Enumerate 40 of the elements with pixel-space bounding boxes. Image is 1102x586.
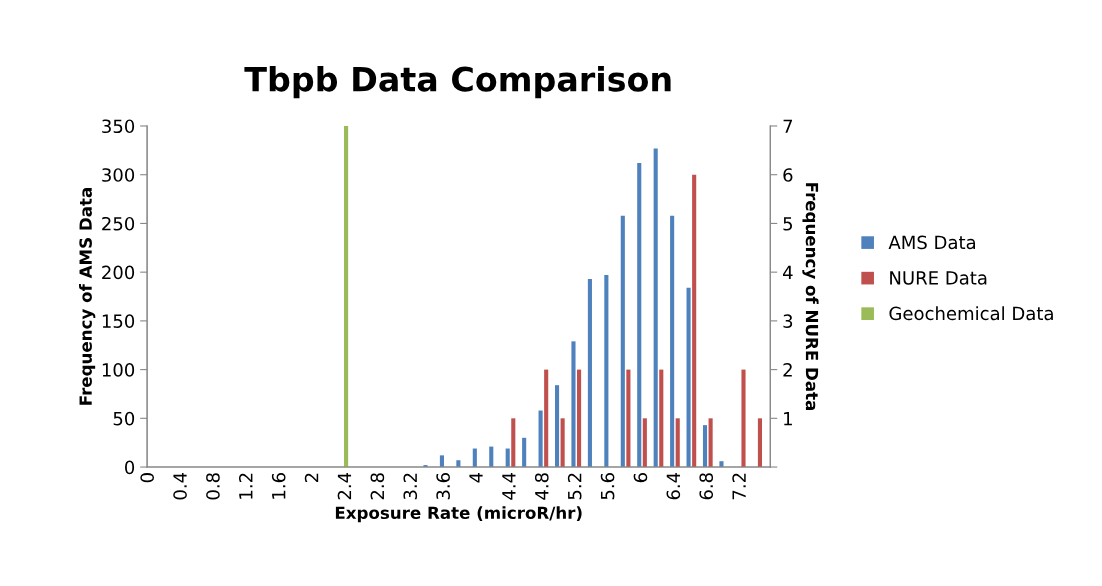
x-tick-label: 2.8 (370, 473, 385, 500)
y-tick-label: 150 (102, 314, 135, 328)
y2-tick-label: 7 (783, 119, 793, 133)
x-tick-label: 6.8 (699, 473, 714, 500)
y-tick-label: 350 (102, 119, 135, 134)
y-axis-title: Frequency of AMS Data (79, 188, 96, 405)
y-tick-label: 200 (102, 265, 135, 280)
x-tick-label: 4.8 (534, 473, 549, 500)
y-tick-label: 250 (102, 216, 135, 231)
chart-title: Tbpb Data Comparison (244, 65, 671, 99)
x-tick-label: 5.6 (600, 473, 615, 500)
x-tick-label: 0 (140, 473, 154, 483)
x-tick-label: 4.4 (502, 472, 516, 500)
x-tick-label: 2.4 (337, 472, 352, 500)
y2-tick-label: 6 (783, 168, 793, 182)
legend-label: AMS Data (888, 235, 976, 250)
x-tick-label: 1.6 (271, 473, 286, 499)
y-tick-label: 100 (102, 363, 135, 377)
x-tick-label: 1.2 (239, 473, 253, 499)
x-tick-label: 3.2 (403, 473, 418, 500)
y2-axis-title: Frequency of NURE Data (802, 183, 819, 411)
x-tick-label: 5.2 (567, 473, 582, 500)
x-tick-label: 6 (633, 473, 648, 483)
legend-label: NURE Data (890, 271, 987, 285)
x-tick-label: 6.4 (666, 472, 681, 500)
x-tick-label: 0.8 (206, 473, 220, 500)
y2-tick-label: 3 (783, 314, 793, 328)
y2-tick-label: 4 (782, 265, 793, 280)
y2-tick-label: 5 (783, 217, 793, 231)
legend-label: Geochemical Data (889, 306, 1053, 321)
y2-tick-label: 2 (783, 363, 792, 377)
x-tick-label: 4 (469, 472, 483, 483)
x-tick-label: 0.4 (173, 472, 187, 500)
y-tick-label: 50 (113, 411, 135, 426)
x-tick-label: 2 (304, 473, 319, 483)
x-tick-label: 3.6 (436, 473, 450, 500)
y2-tick-label: 1 (784, 412, 792, 426)
y-tick-label: 300 (102, 168, 135, 182)
x-tick-label: 7.2 (732, 473, 746, 500)
x-axis-title: Exposure Rate (microR/hr) (335, 506, 582, 523)
